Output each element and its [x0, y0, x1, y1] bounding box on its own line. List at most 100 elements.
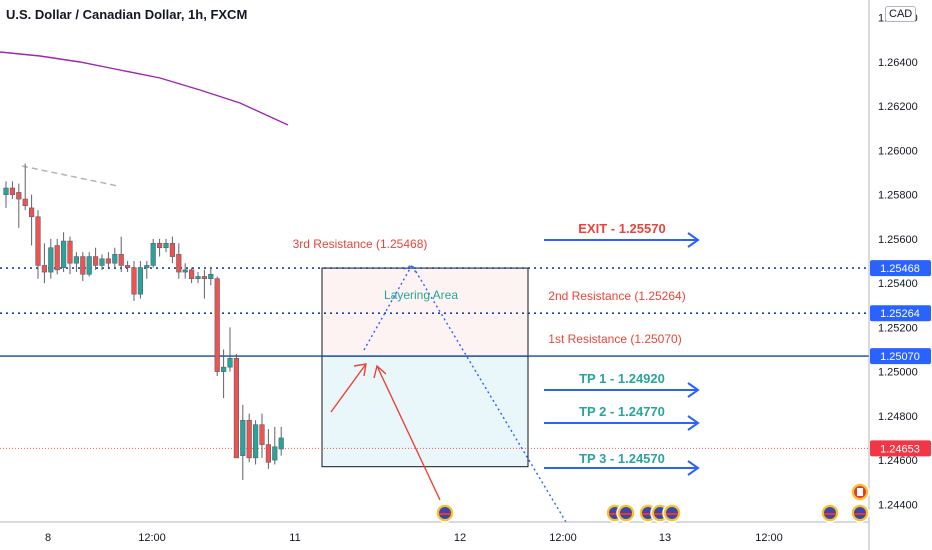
candle: [163, 238, 169, 253]
annotation-label: EXIT - 1.25570: [578, 221, 665, 236]
candle: [125, 261, 131, 273]
candle: [150, 238, 156, 268]
x-tick-label: 12:00: [549, 532, 577, 544]
candle: [246, 413, 252, 463]
target-arrow-head: [687, 382, 700, 398]
candle-body: [16, 192, 22, 200]
candle: [35, 210, 41, 279]
candle-body: [221, 366, 227, 372]
candle: [112, 247, 118, 268]
candle: [137, 261, 144, 299]
candle-body: [73, 256, 79, 264]
upper-zone-box: [321, 267, 529, 357]
time-axis: 8 12:00 11 12 12:00 13 12:00: [0, 521, 869, 544]
candle: [67, 236, 73, 275]
candle-body: [48, 247, 54, 273]
candle: [105, 252, 111, 268]
candle: [253, 420, 259, 465]
candle: [118, 236, 124, 273]
y-tick-label: 1.25400: [878, 278, 918, 290]
lower-zone-box: [321, 355, 529, 468]
y-tick-label: 1.25800: [878, 190, 918, 202]
candle: [99, 254, 105, 270]
candle-body: [253, 424, 259, 459]
x-tick-label: 11: [289, 532, 300, 544]
event-flag-stripe: [642, 513, 654, 515]
y-tick-label: 1.25000: [878, 367, 918, 379]
event-flag-stripe: [854, 513, 866, 515]
candle: [233, 353, 240, 459]
moving-average: [0, 51, 289, 187]
candle-body: [125, 265, 131, 268]
y-tick-label: 1.24600: [878, 455, 918, 467]
price-label-bg: [870, 348, 931, 365]
candle-body: [169, 243, 176, 257]
target-arrow-head: [687, 232, 700, 248]
candle: [189, 267, 195, 284]
candle: [221, 349, 227, 399]
x-tick-label: 13: [659, 532, 671, 544]
candle-body: [208, 273, 214, 279]
red-arrow-line: [376, 365, 441, 501]
candle-body: [9, 187, 16, 195]
candle-body: [176, 254, 182, 273]
candle-body: [189, 269, 195, 279]
chart-title: U.S. Dollar / Canadian Dollar, 1h, FXCM: [6, 7, 248, 22]
event-flag-stripe: [824, 513, 836, 515]
annotation-label: 3rd Resistance (1.25468): [293, 237, 428, 251]
candles: [3, 163, 284, 480]
candle-body: [41, 265, 47, 273]
candle-body: [163, 243, 169, 249]
candle-body: [214, 278, 220, 372]
economic-event-icon: [850, 503, 870, 523]
annotation-label: 2nd Resistance (1.25264): [548, 289, 685, 303]
price-label-bg: [870, 260, 931, 277]
candle: [48, 238, 54, 279]
target-arrow-head: [687, 460, 700, 476]
annotation-label: TP 2 - 1.24770: [579, 404, 665, 419]
candle: [227, 327, 233, 372]
target-arrow-head: [687, 415, 700, 431]
candle-body: [67, 240, 73, 264]
candle: [131, 261, 137, 301]
candle: [176, 243, 182, 279]
candle-body: [201, 276, 208, 279]
annotation-label: TP 1 - 1.24920: [579, 371, 665, 386]
candle: [54, 238, 60, 275]
candle-body: [137, 267, 144, 295]
candle-body: [265, 444, 272, 463]
event-flag-stripe: [609, 513, 621, 515]
y-tick-label: 1.26000: [878, 145, 918, 157]
red-arrow-head: [353, 363, 367, 377]
candle-body: [246, 419, 252, 459]
candle: [240, 404, 246, 480]
candle-body: [118, 254, 124, 266]
candle-body: [144, 265, 150, 268]
candle-body: [259, 424, 265, 445]
y-tick-label: 1.25200: [878, 322, 918, 334]
candle: [41, 243, 47, 284]
price-label-bg: [870, 305, 931, 322]
candle: [182, 263, 188, 279]
currency-button[interactable]: CAD: [885, 6, 917, 22]
economic-event-icon: [435, 503, 455, 523]
candle: [208, 267, 214, 286]
candle: [214, 276, 220, 377]
event-flag-stripe: [620, 513, 632, 515]
candle-body: [54, 245, 60, 271]
price-label: 1.25264: [880, 308, 920, 320]
red-arrow-line: [330, 363, 367, 413]
candle-body: [227, 358, 233, 368]
event-flag-stripe: [857, 488, 863, 496]
candle-body: [112, 254, 118, 264]
moving-average-line: [0, 51, 289, 126]
candle: [272, 426, 278, 465]
y-tick-label: 1.24800: [878, 411, 918, 423]
candle-body: [86, 256, 92, 275]
candle-body: [272, 446, 278, 461]
x-tick-label: 12:00: [755, 532, 783, 544]
arrows: [330, 232, 700, 523]
annotation-label: Layering Area: [384, 288, 458, 302]
economic-event-icon: [616, 503, 636, 523]
